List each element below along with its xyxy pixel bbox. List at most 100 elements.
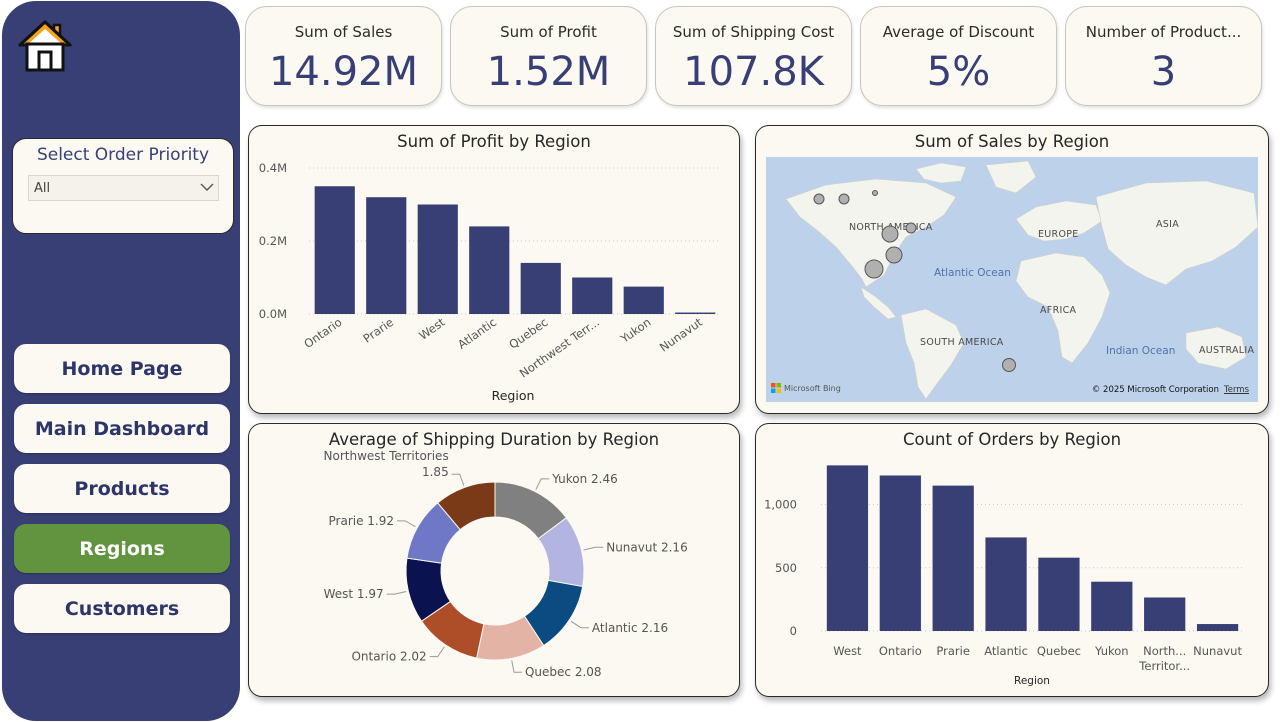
map-bubble[interactable] [1002, 358, 1016, 372]
bar [314, 186, 355, 314]
map-bubble[interactable] [864, 259, 884, 279]
map-label-australia: AUSTRALIA [1199, 345, 1255, 356]
map-title: Sum of Sales by Region [914, 132, 1110, 151]
kpi-label: Number of Product... [1085, 23, 1242, 41]
shipping-duration-panel[interactable]: Average of Shipping Duration by Region Y… [248, 423, 740, 697]
chart-title: Average of Shipping Duration by Region [328, 430, 660, 449]
x-axis-title: Region [1014, 675, 1050, 687]
microsoft-logo-icon [771, 383, 781, 393]
map-bubble[interactable] [881, 225, 899, 243]
map-bubble[interactable] [885, 246, 903, 264]
kpi-card-products: Number of Product... 3 [1065, 6, 1262, 106]
x-tick-label: Quebec [506, 315, 550, 352]
bar [1144, 597, 1186, 631]
map-bubbles [813, 190, 1016, 372]
donut-slice [437, 481, 496, 531]
dropdown-value: All [34, 180, 51, 196]
y-tick-label: 0 [790, 624, 797, 638]
map-label-indian: Indian Ocean [1106, 345, 1176, 357]
y-tick-label: 0.2M [259, 234, 287, 248]
map-label-europe: EUROPE [1038, 229, 1079, 240]
slice-label: Northwest Territories [324, 449, 449, 463]
y-tick-label: 500 [775, 561, 797, 575]
map-copyright: © 2025 Microsoft Corporation Terms [1092, 385, 1249, 395]
kpi-value: 1.52M [486, 49, 611, 95]
order-priority-dropdown[interactable]: All [28, 175, 219, 201]
bing-label: Microsoft Bing [784, 383, 841, 393]
bar [623, 286, 664, 314]
x-axis-title: Region [492, 388, 535, 403]
sales-map-panel[interactable]: Sum of Sales by Region [755, 125, 1269, 414]
orders-bar-chart: 0 500 1,000 West Ontario Prarie Atlantic Quebec… [764, 465, 1244, 687]
x-tick-label: Ontario [879, 644, 922, 658]
x-tick-label: Atlantic [455, 315, 499, 352]
terms-link[interactable]: Terms [1223, 385, 1249, 395]
x-tick-label: Nunavut [1193, 644, 1242, 658]
bar [417, 204, 458, 314]
sales-map[interactable]: NORTH AMERICA EUROPE ASIA AFRICA SOUTH A… [766, 157, 1258, 402]
nav-customers-button[interactable]: Customers [14, 584, 230, 633]
kpi-label: Sum of Profit [500, 23, 597, 41]
map-label-africa: AFRICA [1040, 305, 1077, 316]
kpi-card-sales: Sum of Sales 14.92M [245, 6, 442, 106]
map-bubble[interactable] [872, 190, 878, 196]
leader-line [535, 478, 550, 490]
profit-by-region-panel[interactable]: Sum of Profit by Region 0.0M 0.2M 0.4M Onta… [248, 125, 740, 414]
x-tick-label: Prarie [360, 315, 395, 346]
map-label-south-america: SOUTH AMERICA [920, 337, 1004, 348]
y-tick-label: 0.0M [259, 307, 287, 321]
nav-home-page-button[interactable]: Home Page [14, 344, 230, 393]
bar [520, 262, 561, 314]
y-tick-label: 1,000 [764, 498, 797, 512]
map-bubble[interactable] [838, 193, 850, 205]
kpi-label: Average of Discount [882, 23, 1035, 41]
bar [675, 312, 716, 314]
x-tick-label-line2: Territor... [1138, 659, 1190, 673]
home-icon[interactable] [16, 16, 74, 74]
kpi-card-shipping-cost: Sum of Shipping Cost 107.8K [655, 6, 852, 106]
y-tick-label: 0.4M [259, 161, 287, 175]
x-tick-label: Atlantic [984, 644, 1028, 658]
x-tick-label: Prarie [936, 644, 970, 658]
chevron-down-icon [200, 181, 214, 196]
x-tick-label: West [416, 315, 448, 343]
kpi-value: 14.92M [268, 49, 419, 95]
map-label-asia: ASIA [1156, 219, 1180, 230]
shipping-donut-chart: Yukon 2.46 Nunavut 2.16 Atlantic 2.16 Quebe… [324, 449, 688, 679]
nav-regions-button[interactable]: Regions [14, 524, 230, 573]
slice-label: West 1.97 [324, 587, 384, 601]
slice-label: Yukon 2.46 [551, 472, 618, 486]
orders-by-region-panel[interactable]: Count of Orders by Region 0 500 1,000 West O… [755, 423, 1269, 697]
nav-products-button[interactable]: Products [14, 464, 230, 513]
bar [1038, 557, 1080, 631]
slice-label: Nunavut 2.16 [606, 540, 688, 554]
bar [469, 226, 510, 314]
bar [879, 475, 921, 631]
x-tick-label: Ontario [301, 315, 344, 351]
bar [932, 485, 974, 631]
map-bubble[interactable] [813, 193, 825, 205]
bar [366, 197, 407, 314]
bar [1196, 624, 1239, 631]
leader-line [451, 473, 465, 486]
slice-label-line2: 1.85 [422, 465, 449, 479]
copyright-text: © 2025 Microsoft Corporation [1091, 385, 1219, 395]
order-priority-slicer: Select Order Priority All [12, 138, 234, 234]
leader-line [570, 620, 589, 629]
slice-label: Quebec 2.08 [525, 665, 602, 679]
kpi-value: 5% [926, 49, 991, 95]
slicer-title: Select Order Priority [36, 145, 210, 165]
chart-title: Sum of Profit by Region [397, 132, 591, 151]
kpi-card-discount: Average of Discount 5% [860, 6, 1057, 106]
slice-label: Prarie 1.92 [329, 514, 395, 528]
leader-line [397, 520, 416, 528]
nav-main-dashboard-button[interactable]: Main Dashboard [14, 404, 230, 453]
map-bubble[interactable] [905, 222, 917, 234]
profit-bar-chart: 0.0M 0.2M 0.4M Ontario Prarie West Atlantic Que… [259, 161, 721, 403]
x-tick-label: West [833, 644, 862, 658]
leader-line [511, 660, 522, 673]
kpi-label: Sum of Sales [294, 23, 393, 41]
world-map-landmass [785, 160, 1258, 400]
bar [985, 537, 1027, 631]
